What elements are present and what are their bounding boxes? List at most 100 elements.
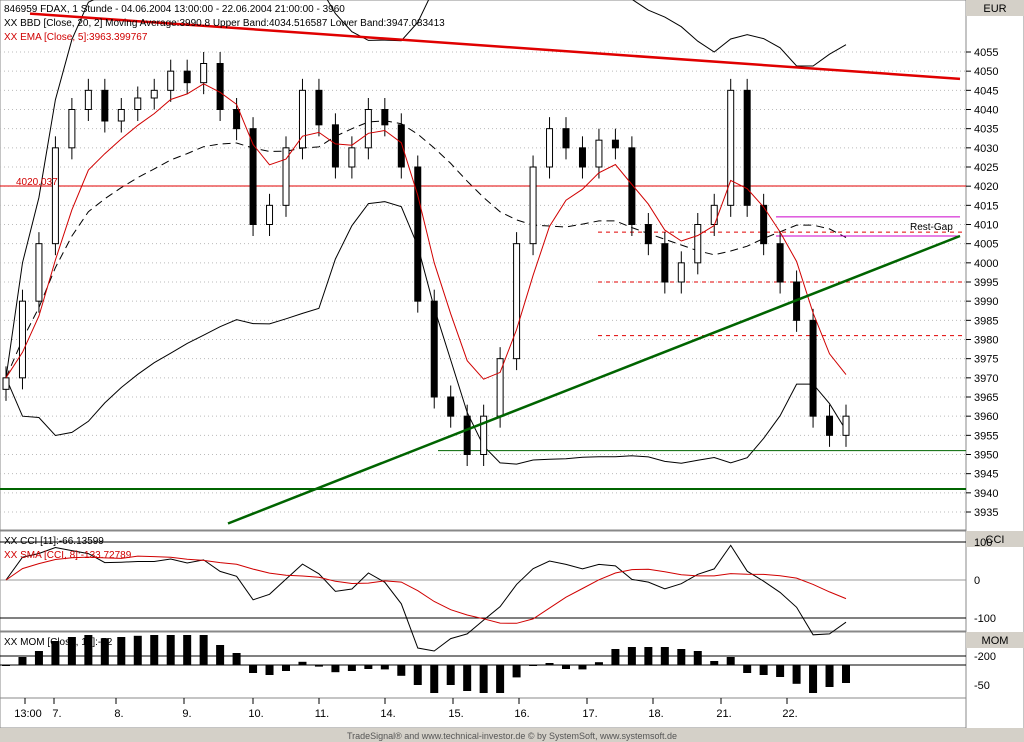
ema-line <box>5 83 847 380</box>
cci-tick-label: 0 <box>974 575 980 587</box>
price-tick-label: 4055 <box>974 47 998 59</box>
trendlines <box>29 12 961 525</box>
mom-bar <box>792 665 801 684</box>
candle-body <box>216 63 224 110</box>
mom-bar <box>51 641 60 665</box>
cci-tick-label: 100 <box>974 537 992 549</box>
mom-bar <box>282 665 290 671</box>
candle-body <box>233 109 241 130</box>
bollinger-lower-band <box>5 201 847 465</box>
cci-unit-label: CCI <box>986 534 1005 546</box>
time-tick-label: 7. <box>52 708 61 720</box>
candle-body <box>397 124 405 168</box>
ema-legend: XX EMA [Close, 5]:3963.399767 <box>4 32 148 43</box>
mom-bar <box>364 665 373 669</box>
candle-body <box>249 128 257 226</box>
mom-bar <box>677 649 686 665</box>
mom-bar <box>693 651 702 665</box>
price-tick-label: 4030 <box>974 143 998 155</box>
price-tick-label: 3995 <box>974 277 998 289</box>
bollinger-moving-average <box>5 120 847 378</box>
cci-legend: XX CCI [11]:-66.13599 <box>4 536 104 547</box>
mom-bar <box>529 665 538 666</box>
candle-body <box>776 243 784 283</box>
mom-bar <box>644 647 653 665</box>
mom-bars: -50 <box>0 635 990 693</box>
price-tick-label: 4010 <box>974 220 998 232</box>
bbd-legend: XX BBD [Close, 20, 2] Moving Average:399… <box>4 18 445 29</box>
time-tick-label: 11. <box>315 708 329 720</box>
price-axis-ticks: 3935 3940 3945 3950 3955 3960 3965 3970 3975 3980… <box>966 47 998 519</box>
main-title: 846959 FDAX, 1 Stunde - 04.06.2004 13:00… <box>4 4 345 15</box>
mom-bar <box>496 665 505 693</box>
price-tick-label: 4045 <box>974 85 998 97</box>
mom-unit-box <box>966 632 1024 648</box>
mom-bar <box>314 665 323 667</box>
mom-bar <box>397 665 406 676</box>
mom-bar <box>216 645 225 665</box>
mom-bar <box>710 661 719 665</box>
candle-body <box>743 89 751 206</box>
time-tick-label: 10. <box>248 708 263 720</box>
candle-body <box>348 147 356 168</box>
mom-bar <box>67 637 76 665</box>
candle-body <box>266 204 274 225</box>
price-tick-label: 3955 <box>974 430 998 442</box>
candle-body <box>282 147 290 206</box>
candle-body <box>694 224 702 264</box>
sma-legend: XX SMA [CCI, 8]:-133.72789 <box>4 550 132 561</box>
bollinger-upper-band <box>5 0 847 378</box>
mom-bar <box>183 635 192 665</box>
price-tick-label: 4035 <box>974 124 998 136</box>
candle-body <box>809 319 817 417</box>
mom-bar <box>166 635 175 665</box>
candle-body <box>117 109 125 122</box>
mom-unit-label: MOM <box>982 635 1009 647</box>
time-tick-label: 8. <box>114 708 123 720</box>
candle-body <box>68 109 76 149</box>
time-tick-label: 17. <box>582 708 597 720</box>
price-tick-label: 3950 <box>974 450 998 462</box>
mom-bar <box>611 649 620 665</box>
price-gridlines <box>0 51 966 513</box>
time-tick-label: 21. <box>716 708 731 720</box>
cci-panel[interactable] <box>0 530 967 632</box>
candlesticks <box>2 52 850 466</box>
cci-sma-series-line <box>5 555 847 624</box>
mom-bar <box>759 665 768 675</box>
mom-tick-label: -50 <box>974 680 990 692</box>
candle-body <box>150 89 158 99</box>
candle-body <box>595 139 603 168</box>
mom-bar <box>331 665 340 673</box>
candle-body <box>101 89 109 122</box>
price-unit-box <box>966 0 1024 16</box>
candle-body <box>134 97 142 110</box>
time-tick-label: 14. <box>380 708 395 720</box>
level-label-4020: 4020.037 <box>16 177 58 188</box>
price-tick-label: 4025 <box>974 162 998 174</box>
candle-body <box>381 109 389 126</box>
candle-body <box>447 396 455 417</box>
price-tick-label: 3960 <box>974 411 998 423</box>
mom-bar <box>446 665 455 685</box>
time-tick-label: 18. <box>648 708 663 720</box>
candle-body <box>480 415 488 455</box>
candle-body <box>546 128 554 168</box>
candle-body <box>562 128 570 149</box>
candle-body <box>611 139 619 149</box>
candle-body <box>167 70 175 91</box>
mom-bar <box>545 663 554 665</box>
price-tick-label: 3945 <box>974 469 998 481</box>
candle-body <box>315 89 323 126</box>
mom-bar <box>133 635 142 665</box>
mom-bar <box>430 665 439 693</box>
candle-body <box>529 166 537 245</box>
mom-bar <box>842 665 850 683</box>
horizontal-levels <box>0 185 966 490</box>
price-unit-label: EUR <box>983 3 1006 15</box>
candle-body <box>200 63 208 84</box>
mom-bar <box>117 637 126 665</box>
price-tick-label: 4040 <box>974 105 998 117</box>
